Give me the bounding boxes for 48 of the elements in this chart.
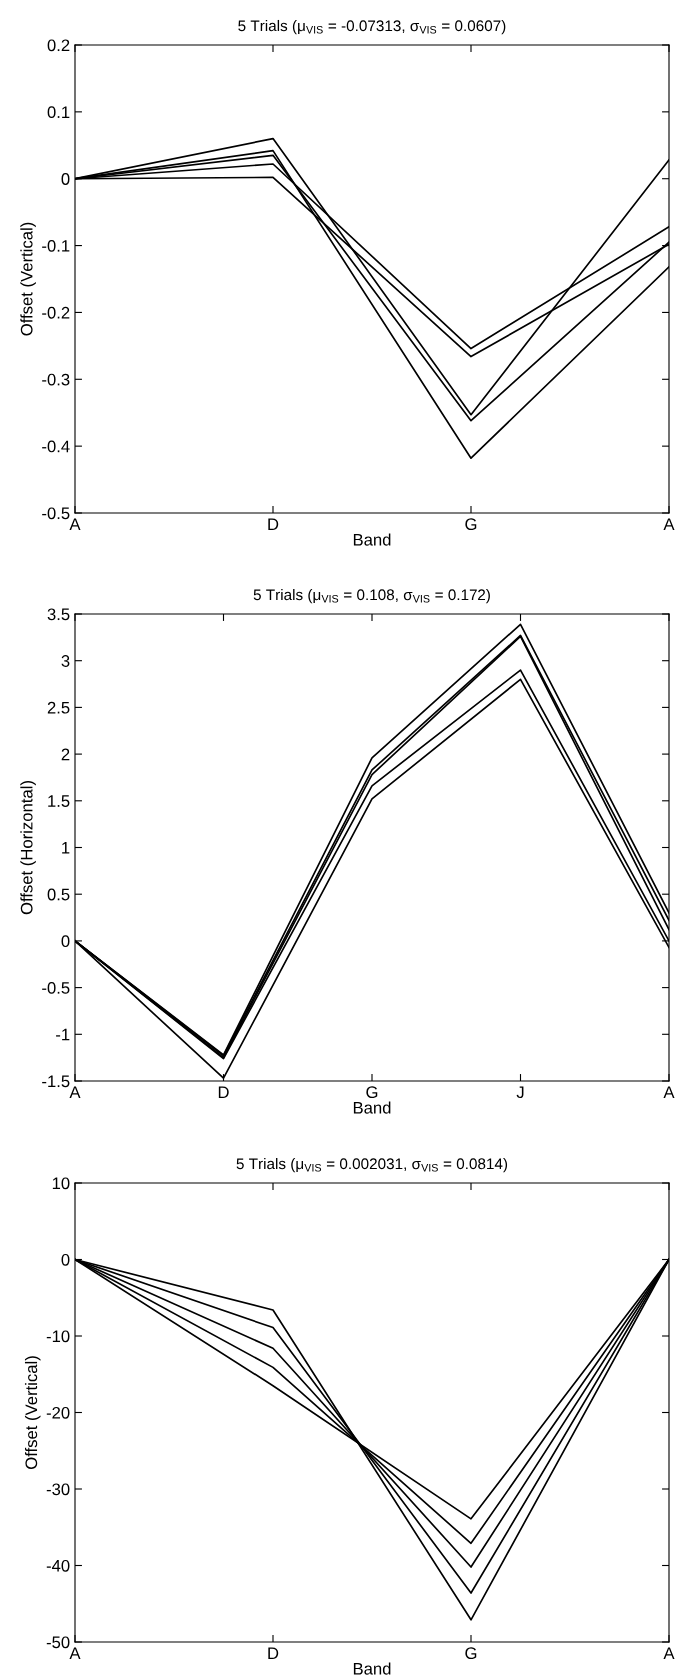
y-tick-label: -20 [46, 1406, 70, 1419]
chart-title: 5 Trials (μ$_{VIS}$ = -0.07313, σ$_{VIS}$ = 0.0607) [238, 19, 506, 35]
y-tick-label: 0.2 [47, 39, 70, 52]
x-axis-title: Band [353, 1101, 391, 1114]
y-tick-label: -10 [46, 1330, 70, 1343]
y-tick-label: -0.2 [42, 306, 70, 319]
x-tick-label: A [69, 1647, 81, 1659]
y-axis-title: Offset (Horizontal) [20, 781, 36, 915]
y-tick-label: 1.5 [48, 795, 70, 807]
y-tick-label: 2.5 [47, 701, 70, 714]
y-axis-title: Offset (Vertical) [20, 222, 36, 336]
x-tick-label: G [366, 1086, 378, 1099]
x-tick-label: D [268, 1647, 279, 1659]
x-tick-label: G [465, 1647, 477, 1660]
x-tick-label: A [663, 1086, 675, 1098]
y-tick-label: 0.1 [47, 106, 70, 119]
chart-title: 5 Trials (μ$_{VIS}$ = 0.108, σ$_{VIS}$ = 0.172) [253, 588, 490, 604]
y-tick-label: -0.4 [42, 440, 70, 453]
y-tick-label: -30 [46, 1483, 70, 1496]
y-tick-label: 0 [61, 1253, 70, 1266]
x-tick-label: D [268, 518, 279, 530]
y-tick-label: 0.5 [47, 888, 70, 901]
x-axis-title: Band [353, 1662, 391, 1675]
y-tick-label: -50 [46, 1636, 70, 1649]
x-tick-label: G [465, 518, 477, 531]
y-tick-label: 3.5 [47, 608, 70, 621]
x-axis-title: Band [353, 533, 391, 546]
x-tick-label: A [69, 518, 81, 530]
x-tick-label: J [516, 1086, 524, 1099]
y-tick-label: -0.5 [42, 982, 70, 994]
y-tick-label: -1.5 [42, 1075, 70, 1088]
x-tick-label: A [663, 518, 675, 530]
y-tick-label: 1 [62, 842, 70, 854]
y-axis-title: Offset (Vertical) [24, 1356, 41, 1469]
y-tick-label: -40 [46, 1559, 70, 1572]
y-tick-label: 10 [52, 1177, 70, 1190]
y-tick-label: -1 [56, 1028, 70, 1041]
chart-title: 5 Trials (μ$_{VIS}$ = 0.002031, σ$_{VIS}$ = 0.0814) [236, 1157, 508, 1173]
y-tick-label: 0 [61, 935, 70, 948]
y-tick-label: -0.5 [42, 507, 70, 520]
x-tick-label: A [663, 1647, 675, 1659]
y-tick-label: 0 [61, 173, 70, 185]
y-tick-label: 2 [61, 748, 70, 761]
x-tick-label: A [69, 1086, 81, 1098]
y-tick-label: 3 [61, 655, 70, 667]
y-tick-label: -0.3 [42, 373, 70, 386]
y-tick-label: -0.1 [42, 239, 70, 252]
x-tick-label: D [218, 1086, 229, 1098]
